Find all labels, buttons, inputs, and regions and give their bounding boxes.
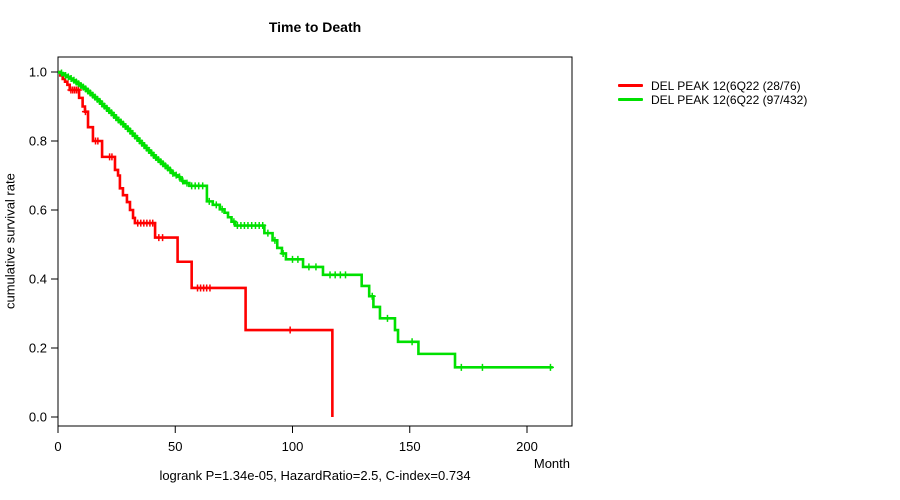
y-tick-label: 0.8 — [29, 134, 47, 149]
x-tick-label: 0 — [54, 439, 61, 454]
plot-title: Time to Death — [268, 19, 362, 35]
legend-item-red: DEL PEAK 12(6Q22 (28/76) — [618, 78, 807, 93]
y-tick-label: 0.4 — [29, 272, 47, 287]
y-tick-label: 0.0 — [29, 410, 47, 425]
survival-curve-green — [58, 70, 553, 369]
x-axis-label: Month — [533, 456, 570, 471]
x-tick-label: 50 — [168, 439, 182, 454]
y-tick-label: 1.0 — [29, 65, 47, 80]
survival-curve-red — [58, 70, 334, 417]
censor-marks-red — [67, 86, 294, 334]
x-tick-label: 100 — [282, 439, 304, 454]
x-tick-label: 150 — [399, 439, 421, 454]
legend-item-green: DEL PEAK 12(6Q22 (97/432) — [618, 92, 808, 107]
y-tick-label: 0.2 — [29, 341, 47, 356]
legend-line-green — [618, 98, 643, 101]
legend-label-green: DEL PEAK 12(6Q22 (97/432) — [651, 92, 808, 107]
legend-line-red — [618, 84, 643, 87]
censor-marks-green — [58, 69, 554, 371]
legend-label-red: DEL PEAK 12(6Q22 (28/76) — [651, 78, 801, 93]
legend: DEL PEAK 12(6Q22 (28/76) DEL PEAK 12(6Q22… — [618, 78, 808, 107]
x-tick-label: 200 — [516, 439, 538, 454]
y-tick-label: 0.6 — [29, 203, 47, 218]
plot-border — [57, 56, 573, 427]
stats-caption: logrank P=1.34e-05, HazardRatio=2.5, C-i… — [159, 468, 471, 483]
